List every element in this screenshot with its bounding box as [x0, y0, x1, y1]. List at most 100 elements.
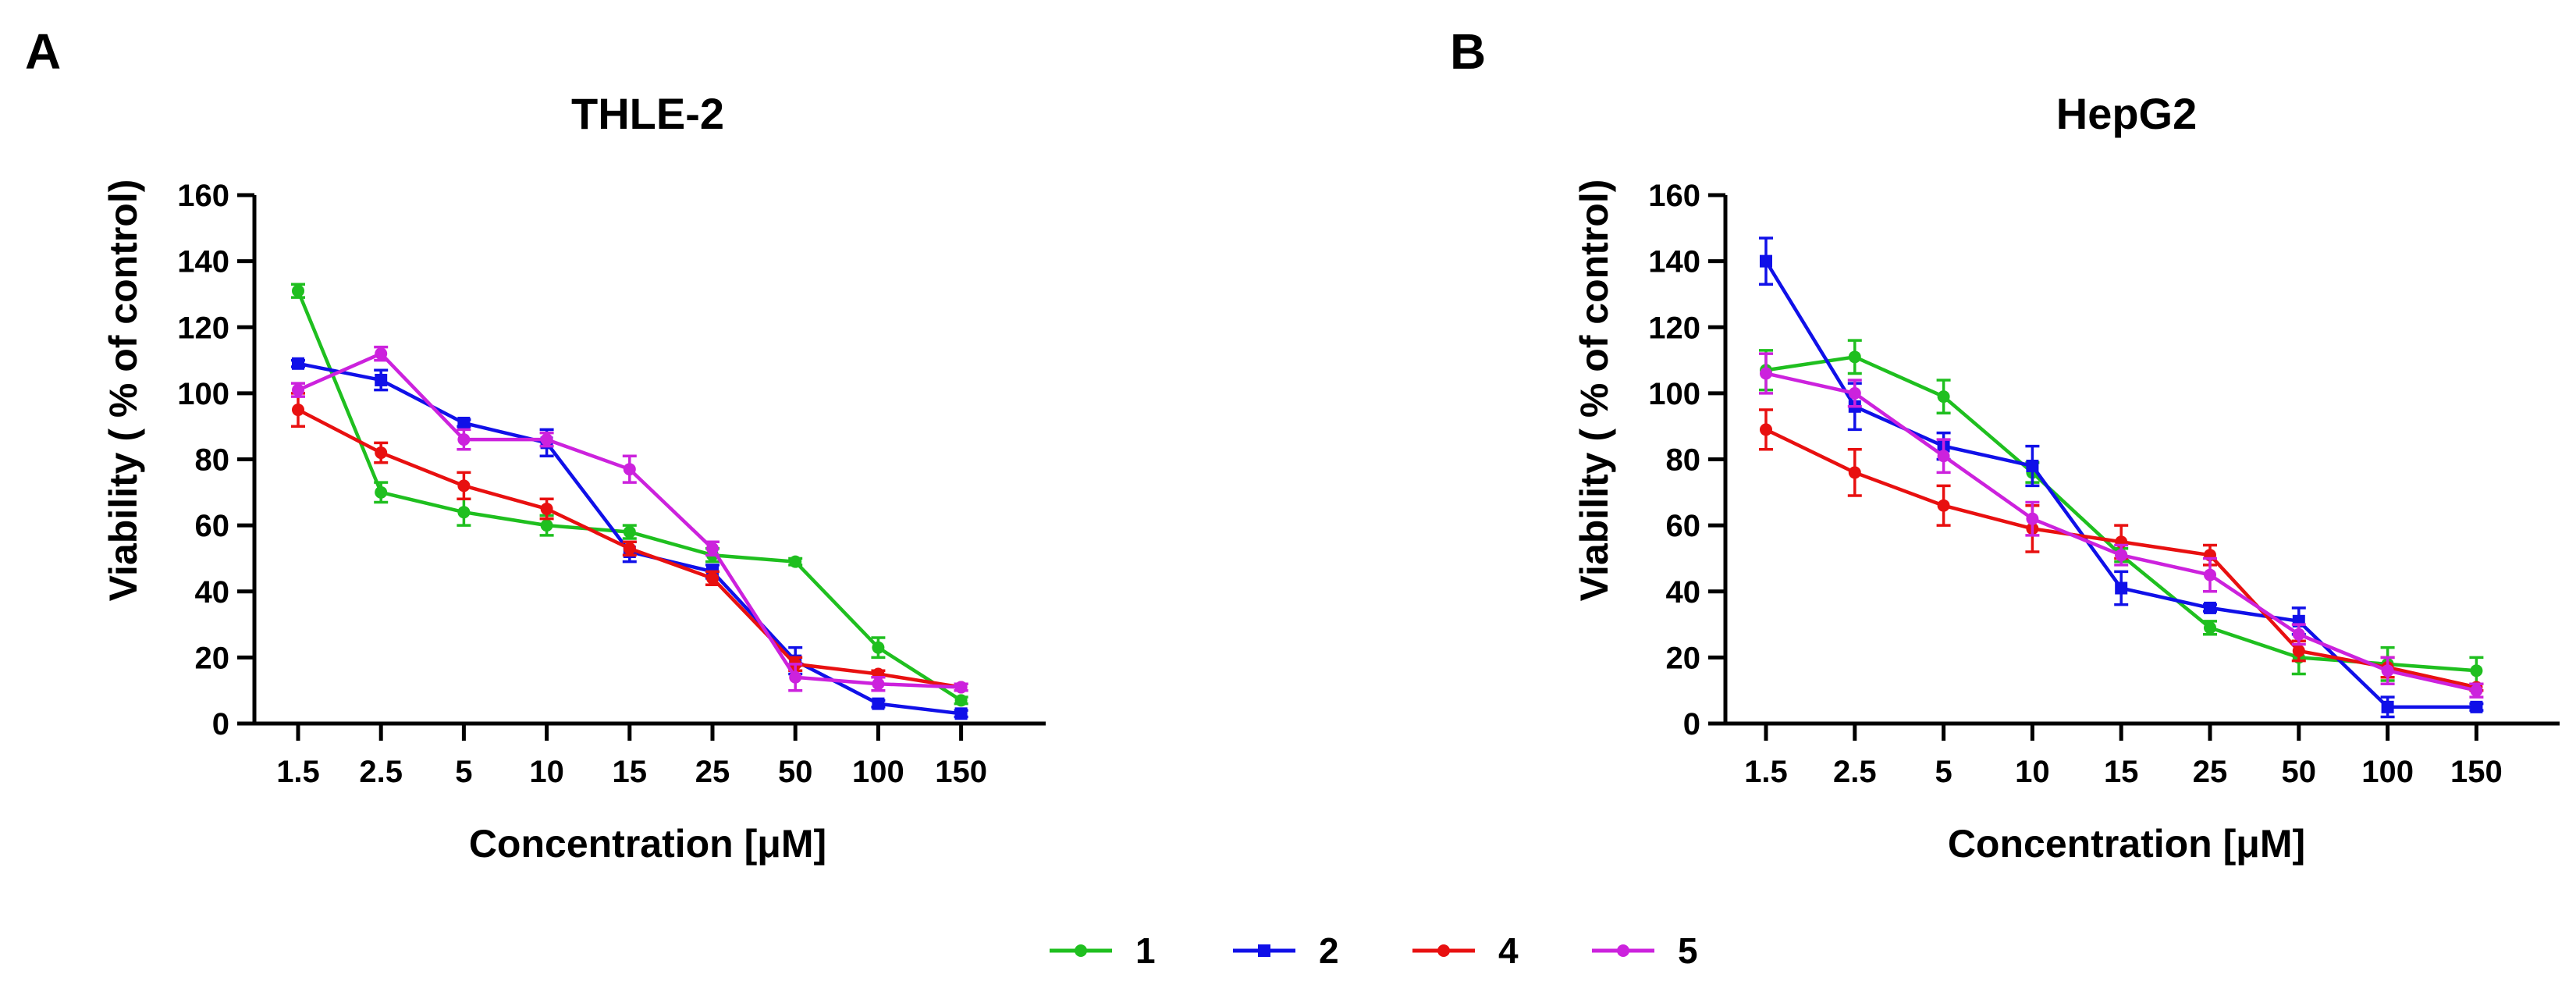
- legend-item-5[interactable]: 5: [1592, 930, 1698, 971]
- y-tick-label-b-20: 20: [1666, 641, 1701, 675]
- data-point-b-5-4: [2115, 549, 2128, 562]
- data-point-a-1-7: [872, 641, 885, 654]
- y-tick-label-a-60: 60: [195, 509, 230, 543]
- data-point-a-2-0: [292, 357, 304, 370]
- data-point-b-5-6: [2292, 628, 2305, 641]
- data-point-a-5-4: [623, 463, 636, 476]
- data-point-b-2-0: [1760, 254, 1772, 268]
- data-point-a-4-0: [292, 404, 304, 417]
- plot-area-b: 0 20 40 60 80 100 120 140 160 1.5 2.5 5 10 15 25 50 100 1…: [1648, 179, 2503, 789]
- data-point-b-5-2: [1937, 450, 1950, 463]
- data-point-b-2-8: [2470, 700, 2483, 713]
- data-point-a-2-8: [954, 707, 968, 720]
- data-point-b-4-2: [1937, 499, 1950, 512]
- data-point-a-1-1: [375, 485, 388, 499]
- y-tick-label-a-160: 160: [177, 179, 229, 213]
- legend-label-1: 1: [1135, 930, 1156, 971]
- legend-marker-4: [1437, 944, 1450, 957]
- y-tick-label-a-80: 80: [195, 443, 230, 478]
- data-point-a-1-6: [789, 555, 802, 568]
- data-point-a-4-2: [457, 479, 471, 492]
- y-tick-label-b-60: 60: [1666, 509, 1701, 543]
- y-tick-label-a-120: 120: [177, 311, 229, 345]
- data-point-a-4-5: [706, 571, 719, 585]
- y-axis-label-a: Viability ( % of control): [101, 180, 145, 602]
- x-tick-label-a-1: 2.5: [359, 755, 403, 789]
- panel-letter-b: B: [1450, 23, 1486, 80]
- legend-item-1[interactable]: 1: [1050, 930, 1156, 971]
- data-point-a-5-2: [457, 433, 471, 446]
- x-tick-label-b-0: 1.5: [1744, 755, 1788, 789]
- data-point-a-5-3: [540, 433, 553, 446]
- y-tick-label-a-40: 40: [195, 575, 230, 610]
- y-tick-label-a-100: 100: [177, 377, 229, 411]
- chart-title-b: HepG2: [2056, 89, 2198, 138]
- data-point-b-1-1: [1848, 350, 1861, 364]
- data-point-b-5-0: [1760, 367, 1772, 380]
- data-point-b-5-7: [2381, 664, 2394, 677]
- y-tick-label-b-0: 0: [1683, 707, 1700, 741]
- y-tick-label-b-160: 160: [1648, 179, 1700, 213]
- legend: 1 2 4 5: [1050, 930, 1698, 971]
- legend-marker-5: [1617, 944, 1629, 957]
- data-point-b-4-6: [2292, 644, 2305, 657]
- plot-area-a: 0 20 40 60 80 100 120 140 160 1.5 2.5 5 10 15 25 50 100 1…: [177, 179, 987, 789]
- x-tick-label-a-3: 10: [529, 755, 564, 789]
- legend-marker-2: [1258, 944, 1270, 957]
- data-point-a-4-3: [540, 502, 553, 515]
- x-tick-label-b-6: 50: [2282, 755, 2317, 789]
- data-point-a-1-2: [457, 506, 471, 519]
- x-tick-label-a-5: 25: [695, 755, 730, 789]
- legend-item-2[interactable]: 2: [1233, 930, 1339, 971]
- y-axis-label-b: Viability ( % of control): [1572, 180, 1616, 602]
- data-point-b-5-5: [2204, 568, 2216, 581]
- data-point-b-1-8: [2470, 664, 2483, 677]
- x-tick-label-b-8: 150: [2450, 755, 2503, 789]
- y-tick-label-b-100: 100: [1648, 377, 1700, 411]
- data-point-b-5-8: [2470, 684, 2483, 697]
- data-point-b-4-0: [1760, 423, 1772, 436]
- data-point-a-4-1: [375, 446, 388, 460]
- legend-marker-1: [1075, 944, 1087, 957]
- data-point-b-2-5: [2204, 601, 2216, 614]
- x-axis-label-b: Concentration [μM]: [1948, 822, 2305, 866]
- y-tick-label-a-0: 0: [212, 707, 229, 741]
- data-point-b-1-2: [1937, 390, 1950, 404]
- data-point-a-5-6: [789, 670, 802, 684]
- x-tick-label-a-4: 15: [613, 755, 648, 789]
- x-tick-label-a-0: 1.5: [276, 755, 320, 789]
- data-point-a-5-1: [375, 347, 388, 361]
- data-point-a-2-2: [457, 416, 471, 429]
- legend-label-4: 4: [1498, 930, 1519, 971]
- legend-item-4[interactable]: 4: [1412, 930, 1519, 971]
- y-tick-label-b-120: 120: [1648, 311, 1700, 345]
- panel-a: A THLE-2 Viability ( % of control) Conce…: [25, 23, 1046, 866]
- x-tick-label-b-5: 25: [2193, 755, 2228, 789]
- data-point-b-5-1: [1848, 386, 1861, 400]
- data-point-a-1-3: [540, 519, 553, 532]
- data-point-a-1-0: [292, 284, 304, 297]
- data-point-a-5-0: [292, 383, 304, 396]
- data-point-a-5-8: [954, 681, 968, 694]
- series-line-a-1: [296, 290, 962, 702]
- x-tick-label-a-6: 50: [778, 755, 813, 789]
- y-tick-label-b-40: 40: [1666, 575, 1701, 610]
- data-point-b-2-4: [2115, 581, 2128, 595]
- x-tick-label-a-2: 5: [455, 755, 472, 789]
- x-tick-label-b-2: 5: [1935, 755, 1952, 789]
- y-tick-label-b-80: 80: [1666, 443, 1701, 478]
- data-point-b-1-5: [2204, 621, 2216, 635]
- data-point-b-4-1: [1848, 466, 1861, 479]
- x-tick-label-a-8: 150: [935, 755, 987, 789]
- data-point-a-1-4: [623, 525, 636, 539]
- legend-label-5: 5: [1678, 930, 1698, 971]
- y-tick-label-b-140: 140: [1648, 245, 1700, 279]
- x-tick-label-b-4: 15: [2104, 755, 2139, 789]
- data-point-a-2-7: [872, 697, 885, 710]
- series-line-a-5: [297, 351, 961, 689]
- y-tick-label-a-20: 20: [195, 641, 230, 675]
- legend-label-2: 2: [1319, 930, 1339, 971]
- data-point-b-5-3: [2026, 512, 2039, 525]
- data-point-a-1-8: [954, 694, 968, 707]
- x-tick-label-a-7: 100: [852, 755, 904, 789]
